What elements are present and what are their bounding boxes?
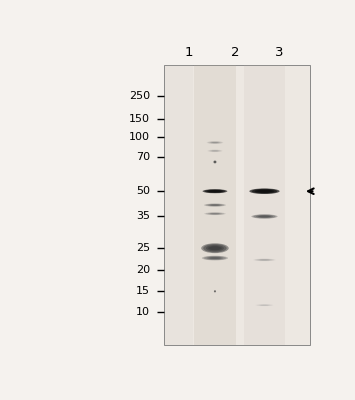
Ellipse shape	[201, 243, 229, 253]
Ellipse shape	[204, 190, 225, 193]
Ellipse shape	[209, 204, 220, 206]
Ellipse shape	[258, 216, 271, 217]
Ellipse shape	[208, 213, 222, 215]
Ellipse shape	[214, 161, 216, 163]
Ellipse shape	[260, 305, 269, 306]
Ellipse shape	[209, 190, 221, 192]
Ellipse shape	[208, 246, 222, 250]
Ellipse shape	[204, 204, 226, 207]
Ellipse shape	[208, 257, 222, 259]
Ellipse shape	[213, 160, 217, 164]
Ellipse shape	[204, 212, 226, 215]
Text: 250: 250	[129, 91, 150, 101]
Ellipse shape	[212, 142, 218, 143]
Ellipse shape	[206, 212, 224, 215]
Ellipse shape	[207, 141, 223, 144]
Text: 20: 20	[136, 265, 150, 275]
Text: 15: 15	[136, 286, 150, 296]
Ellipse shape	[207, 190, 223, 192]
Ellipse shape	[206, 204, 224, 206]
Ellipse shape	[255, 190, 274, 193]
Ellipse shape	[210, 190, 220, 192]
Bar	[164, 65, 310, 345]
Ellipse shape	[202, 256, 228, 260]
Text: 25: 25	[136, 243, 150, 253]
Ellipse shape	[258, 190, 271, 192]
Ellipse shape	[203, 189, 227, 193]
Ellipse shape	[259, 216, 270, 217]
Ellipse shape	[208, 141, 222, 144]
Ellipse shape	[206, 245, 224, 252]
Ellipse shape	[214, 291, 215, 292]
Ellipse shape	[208, 204, 222, 206]
Ellipse shape	[210, 150, 220, 152]
Ellipse shape	[257, 259, 272, 261]
Text: 150: 150	[129, 114, 150, 124]
Ellipse shape	[209, 246, 220, 250]
Ellipse shape	[203, 244, 226, 252]
Ellipse shape	[211, 150, 219, 151]
Ellipse shape	[255, 259, 274, 261]
Ellipse shape	[212, 150, 218, 151]
Ellipse shape	[214, 290, 216, 292]
Ellipse shape	[208, 150, 222, 152]
Bar	[244, 65, 285, 345]
Ellipse shape	[214, 291, 215, 292]
Ellipse shape	[211, 142, 219, 143]
Ellipse shape	[214, 290, 216, 292]
Ellipse shape	[252, 189, 277, 194]
Bar	[194, 65, 236, 345]
Text: 10: 10	[136, 307, 150, 317]
Ellipse shape	[211, 204, 219, 206]
Ellipse shape	[253, 259, 275, 261]
Ellipse shape	[249, 188, 280, 194]
Ellipse shape	[214, 161, 216, 163]
Ellipse shape	[251, 214, 278, 219]
Text: 50: 50	[136, 186, 150, 196]
Text: 3: 3	[275, 46, 284, 59]
Ellipse shape	[256, 304, 273, 306]
Bar	[165, 65, 193, 345]
Ellipse shape	[210, 257, 220, 259]
Text: 1: 1	[185, 46, 193, 59]
Ellipse shape	[209, 142, 220, 144]
Ellipse shape	[257, 304, 272, 306]
Ellipse shape	[261, 305, 268, 306]
Text: 70: 70	[136, 152, 150, 162]
Ellipse shape	[259, 304, 270, 306]
Ellipse shape	[214, 161, 215, 162]
Text: 2: 2	[231, 46, 240, 59]
Ellipse shape	[204, 256, 226, 260]
Text: 100: 100	[129, 132, 150, 142]
Ellipse shape	[211, 213, 219, 214]
Ellipse shape	[207, 150, 223, 152]
Ellipse shape	[214, 290, 216, 292]
Text: 35: 35	[136, 211, 150, 221]
Ellipse shape	[207, 256, 223, 260]
Ellipse shape	[256, 215, 273, 218]
Ellipse shape	[209, 213, 220, 214]
Ellipse shape	[257, 190, 272, 192]
Ellipse shape	[214, 161, 216, 162]
Ellipse shape	[253, 215, 275, 218]
